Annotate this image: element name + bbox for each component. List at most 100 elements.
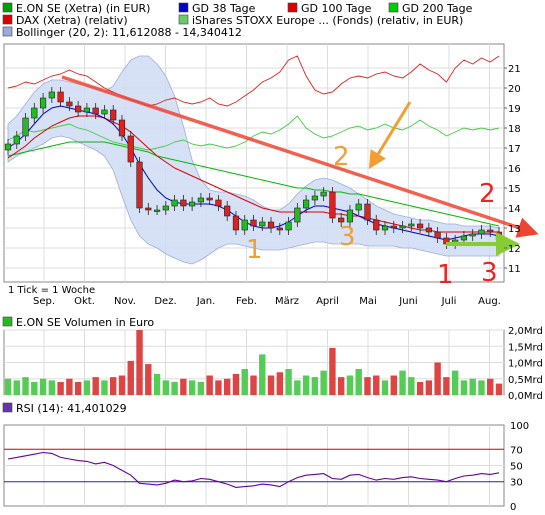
wave-number-label: 3 <box>481 258 498 288</box>
bollinger-band <box>7 55 500 265</box>
volume-bar <box>311 377 319 395</box>
legend-swatch <box>287 2 298 13</box>
rsi-tick-label: 0 <box>510 502 516 513</box>
volume-bar <box>320 370 327 395</box>
legend-label: E.ON SE (Xetra) (in EUR) <box>16 2 150 15</box>
month-tick-label: Juni <box>398 296 417 307</box>
candle-down <box>110 109 117 121</box>
volume-panel: E.ON SE Volumen in Euro 0,0Mrd 0,5Mrd 1,0M… <box>2 316 543 402</box>
candle-up <box>303 199 310 209</box>
volume-bar <box>425 380 433 395</box>
volume-bar <box>57 382 64 395</box>
price-tick-label: 12 <box>508 244 521 255</box>
legend-label: GD 100 Tage <box>301 2 372 15</box>
candle-down <box>206 197 213 201</box>
candle-down <box>390 225 397 229</box>
candle-down <box>416 223 424 229</box>
volume-tick-label: 1,5Mrd <box>508 342 543 353</box>
price-tick-label: 11 <box>508 264 521 275</box>
month-tick-label: Juli <box>441 296 457 307</box>
month-tick-label: Aug. <box>478 296 501 307</box>
candle-up <box>153 209 161 212</box>
rsi-tick-label: 50 <box>510 462 523 473</box>
ishares-relative-line <box>7 115 500 151</box>
price-tick-label: 13 <box>508 224 521 235</box>
rsi-panel: RSI (14): 41,401029 0 30 50 70 100 <box>2 402 529 513</box>
legend-label: Bollinger (20, 2): 11,612088 - 14,340412 <box>16 26 242 39</box>
month-tick-label: Sep. <box>33 296 55 307</box>
candle-down <box>118 119 126 137</box>
candle-up <box>294 207 301 223</box>
volume-bar <box>451 370 459 395</box>
volume-bar <box>145 364 152 395</box>
legend-swatch <box>178 14 189 25</box>
volume-bar <box>162 380 170 395</box>
volume-bar <box>83 380 91 395</box>
candle-down <box>373 219 380 231</box>
price-tick-label: 16 <box>508 164 521 175</box>
candle-down <box>364 203 371 221</box>
volume-bar <box>329 347 336 395</box>
volume-title: E.ON SE Volumen in Euro <box>16 316 154 329</box>
candle-up <box>162 205 169 211</box>
tick-note: 1 Tick = 1 Woche <box>8 285 95 296</box>
volume-bar <box>294 380 301 395</box>
wave-number-label: 3 <box>339 222 356 252</box>
candle-down <box>487 229 494 233</box>
candle-up <box>311 195 318 201</box>
candle-down <box>92 107 99 115</box>
candle-down <box>495 231 503 241</box>
candle-up <box>31 107 38 119</box>
rsi-series-line <box>7 451 500 488</box>
volume-tick-label: 0,0Mrd <box>508 391 543 402</box>
volume-bar <box>250 375 257 395</box>
dax-relative-line <box>7 55 500 107</box>
candle-up <box>13 135 20 145</box>
volume-bar <box>127 360 134 395</box>
volume-y-axis: 0,0Mrd 0,5Mrd 1,0Mrd 1,5Mrd 2,0Mrd <box>508 326 543 402</box>
volume-bar <box>136 330 143 395</box>
candle-up <box>399 225 406 229</box>
volume-bar <box>118 375 126 395</box>
volume-bar <box>74 382 82 395</box>
price-tick-label: 15 <box>508 184 521 195</box>
price-tick-label: 21 <box>508 64 521 75</box>
legend-label: iShares STOXX Europe ... (Fonds) (relati… <box>192 14 463 27</box>
volume-bar <box>197 382 205 395</box>
volume-bar <box>171 382 178 395</box>
volume-bar <box>66 378 73 395</box>
volume-bar <box>48 380 56 395</box>
candle-up <box>469 233 476 237</box>
legend-swatch <box>178 2 189 13</box>
volume-bar <box>31 382 38 395</box>
candle-down <box>66 101 73 107</box>
volume-bar <box>469 378 476 395</box>
rsi-title: RSI (14): 41,401029 <box>16 402 127 415</box>
candle-down <box>329 191 336 219</box>
rsi-legend-swatch <box>2 402 13 413</box>
candle-down <box>145 207 152 211</box>
volume-bar <box>267 375 275 395</box>
wave-number-label: 2 <box>479 179 496 209</box>
volume-bar <box>355 369 362 395</box>
volume-bar <box>153 373 161 395</box>
volume-bar <box>188 380 196 395</box>
candle-down <box>75 105 82 113</box>
candle-down <box>425 227 432 233</box>
candle-up <box>478 229 485 235</box>
legend-swatch <box>388 2 399 13</box>
price-tick-label: 14 <box>508 204 521 215</box>
volume-bar <box>434 362 441 395</box>
volume-tick-label: 0,5Mrd <box>508 375 543 386</box>
candle-up <box>101 109 108 115</box>
volume-bar <box>364 377 371 395</box>
candle-up <box>285 221 292 231</box>
month-tick-label: Jan. <box>196 296 216 307</box>
price-y-axis: 11 12 13 14 15 16 17 18 19 20 21 <box>504 64 521 275</box>
gd100-line <box>7 115 499 233</box>
month-tick-label: Dez. <box>154 296 176 307</box>
month-tick-label: März <box>275 296 299 307</box>
bollinger-area <box>7 55 500 265</box>
